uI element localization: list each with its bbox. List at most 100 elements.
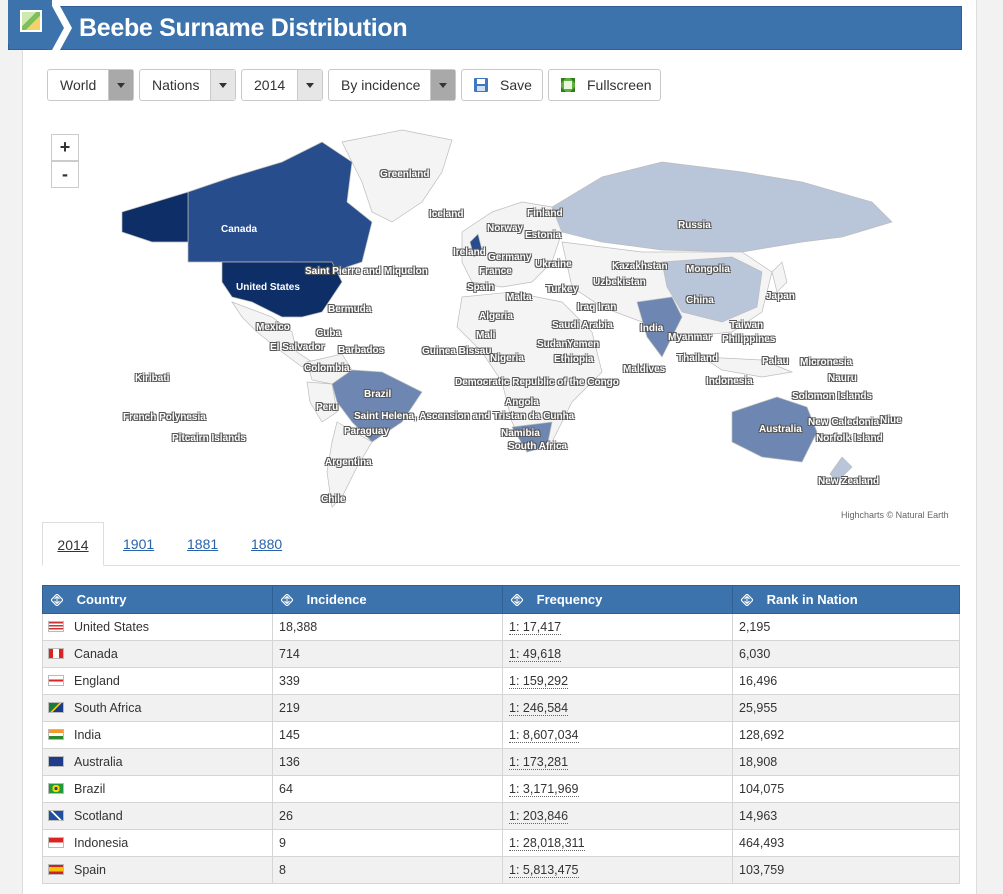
cell-incidence: 18,388 bbox=[272, 613, 503, 641]
map-country-africa bbox=[456, 291, 603, 453]
fullscreen-icon bbox=[561, 78, 575, 92]
frequency-value[interactable]: 1: 246,584 bbox=[509, 701, 569, 716]
region-select-value: World bbox=[60, 77, 97, 93]
save-button[interactable]: Save bbox=[461, 69, 543, 101]
map-label: France bbox=[479, 266, 512, 277]
map-label: Brazil bbox=[364, 389, 392, 400]
map-country-japan bbox=[771, 261, 788, 293]
frequency-value[interactable]: 1: 159,292 bbox=[509, 674, 569, 689]
frequency-value[interactable]: 1: 3,171,969 bbox=[509, 782, 579, 797]
map-label: Iraq bbox=[577, 302, 596, 313]
table-row[interactable]: Brazil 64 1: 3,171,969 104,075 bbox=[42, 775, 960, 803]
tab-2014[interactable]: 2014 bbox=[42, 522, 104, 566]
map-label: Chile bbox=[321, 494, 346, 505]
map-label: Peru bbox=[316, 402, 339, 413]
cell-incidence: 136 bbox=[272, 748, 503, 776]
cell-incidence: 219 bbox=[272, 694, 503, 722]
header-incidence-label: Incidence bbox=[306, 592, 367, 607]
zoom-in-button[interactable]: + bbox=[51, 134, 79, 161]
br-flag-icon bbox=[48, 783, 64, 794]
map-label: China bbox=[686, 295, 714, 306]
table-row[interactable]: India 145 1: 8,607,034 128,692 bbox=[42, 721, 960, 749]
id-flag-icon bbox=[48, 837, 64, 848]
map-country-south-africa bbox=[511, 421, 553, 453]
frequency-value[interactable]: 1: 28,018,311 bbox=[509, 836, 585, 851]
cell-incidence: 26 bbox=[272, 802, 503, 830]
cell-country: Indonesia bbox=[42, 829, 273, 857]
header-country[interactable]: Country bbox=[42, 585, 273, 614]
level-select[interactable]: Nations bbox=[139, 69, 236, 101]
tab-1881[interactable]: 1881 bbox=[187, 536, 219, 552]
map-label: Mongolia bbox=[686, 264, 730, 275]
cell-country: United States bbox=[42, 613, 273, 641]
map-label: Canada bbox=[221, 224, 258, 235]
map-label: Mexico bbox=[256, 322, 290, 333]
floppy-disk-icon bbox=[474, 78, 488, 92]
map-country-europe bbox=[461, 201, 563, 288]
header-incidence[interactable]: Incidence bbox=[272, 585, 503, 614]
chevron-down-icon bbox=[108, 70, 133, 100]
header-frequency[interactable]: Frequency bbox=[502, 585, 733, 614]
cell-rank: 104,075 bbox=[732, 775, 960, 803]
map-country-uk bbox=[469, 233, 483, 258]
map-label: Guinea Bissau bbox=[422, 346, 492, 357]
tab-1901[interactable]: 1901 bbox=[123, 536, 155, 552]
table-row[interactable]: United States 18,388 1: 17,417 2,195 bbox=[42, 613, 960, 641]
country-name: Indonesia bbox=[74, 836, 129, 850]
map-label: Myanmar bbox=[668, 332, 712, 343]
cell-frequency: 1: 8,607,034 bbox=[502, 721, 733, 749]
country-name: Brazil bbox=[74, 782, 106, 796]
map-country-india bbox=[636, 296, 683, 358]
year-select[interactable]: 2014 bbox=[241, 69, 323, 101]
frequency-value[interactable]: 1: 49,618 bbox=[509, 647, 562, 662]
sort-icon bbox=[511, 594, 523, 606]
map-label: Malta bbox=[506, 292, 532, 303]
region-select[interactable]: World bbox=[47, 69, 134, 101]
cell-rank: 2,195 bbox=[732, 613, 960, 641]
map-country-united-states bbox=[221, 261, 343, 318]
fullscreen-button[interactable]: Fullscreen bbox=[548, 69, 661, 101]
za-flag-icon bbox=[48, 702, 64, 713]
frequency-value[interactable]: 1: 8,607,034 bbox=[509, 728, 579, 743]
cell-incidence: 339 bbox=[272, 667, 503, 695]
world-map[interactable] bbox=[42, 122, 962, 522]
map-label: Algeria bbox=[479, 311, 513, 322]
table-row[interactable]: Australia 136 1: 173,281 18,908 bbox=[42, 748, 960, 776]
table-row[interactable]: Indonesia 9 1: 28,018,311 464,493 bbox=[42, 829, 960, 857]
map-label: Saint Pierre and Miquelon bbox=[305, 266, 428, 277]
table-row[interactable]: England 339 1: 159,292 16,496 bbox=[42, 667, 960, 695]
cell-incidence: 145 bbox=[272, 721, 503, 749]
cell-frequency: 1: 3,171,969 bbox=[502, 775, 733, 803]
cell-country: Spain bbox=[42, 856, 273, 884]
cell-rank: 14,963 bbox=[732, 802, 960, 830]
frequency-value[interactable]: 1: 17,417 bbox=[509, 620, 562, 635]
table-row[interactable]: South Africa 219 1: 246,584 25,955 bbox=[42, 694, 960, 722]
year-select-value: 2014 bbox=[254, 77, 286, 93]
page-title: Beebe Surname Distribution bbox=[79, 14, 408, 42]
table-row[interactable]: Spain 8 1: 5,813,475 103,759 bbox=[42, 856, 960, 884]
tab-1880[interactable]: 1880 bbox=[251, 536, 283, 552]
map-label: Colombia bbox=[304, 363, 350, 374]
map-label: New Caledonia bbox=[808, 417, 880, 428]
map-country-argentina bbox=[326, 421, 373, 508]
cell-frequency: 1: 203,846 bbox=[502, 802, 733, 830]
mode-select[interactable]: By incidence bbox=[328, 69, 456, 101]
country-name: England bbox=[74, 674, 120, 688]
map-label: Barbados bbox=[338, 345, 385, 356]
header-rank[interactable]: Rank in Nation bbox=[732, 585, 960, 614]
frequency-value[interactable]: 1: 5,813,475 bbox=[509, 863, 579, 878]
cell-frequency: 1: 246,584 bbox=[502, 694, 733, 722]
map-country-russia bbox=[551, 161, 893, 253]
cell-frequency: 1: 159,292 bbox=[502, 667, 733, 695]
table-row[interactable]: Canada 714 1: 49,618 6,030 bbox=[42, 640, 960, 668]
map-credit[interactable]: Highcharts © Natural Earth bbox=[841, 510, 949, 520]
frequency-value[interactable]: 1: 173,281 bbox=[509, 755, 569, 770]
frequency-value[interactable]: 1: 203,846 bbox=[509, 809, 569, 824]
table-row[interactable]: Scotland 26 1: 203,846 14,963 bbox=[42, 802, 960, 830]
map-label: Niue bbox=[880, 415, 902, 426]
zoom-out-button[interactable]: - bbox=[51, 161, 79, 188]
map-label: Uzbekistan bbox=[593, 277, 646, 288]
map-label: Palau bbox=[762, 356, 789, 367]
map-label: Micronesia bbox=[800, 357, 853, 368]
map-logo-icon bbox=[8, 0, 52, 50]
